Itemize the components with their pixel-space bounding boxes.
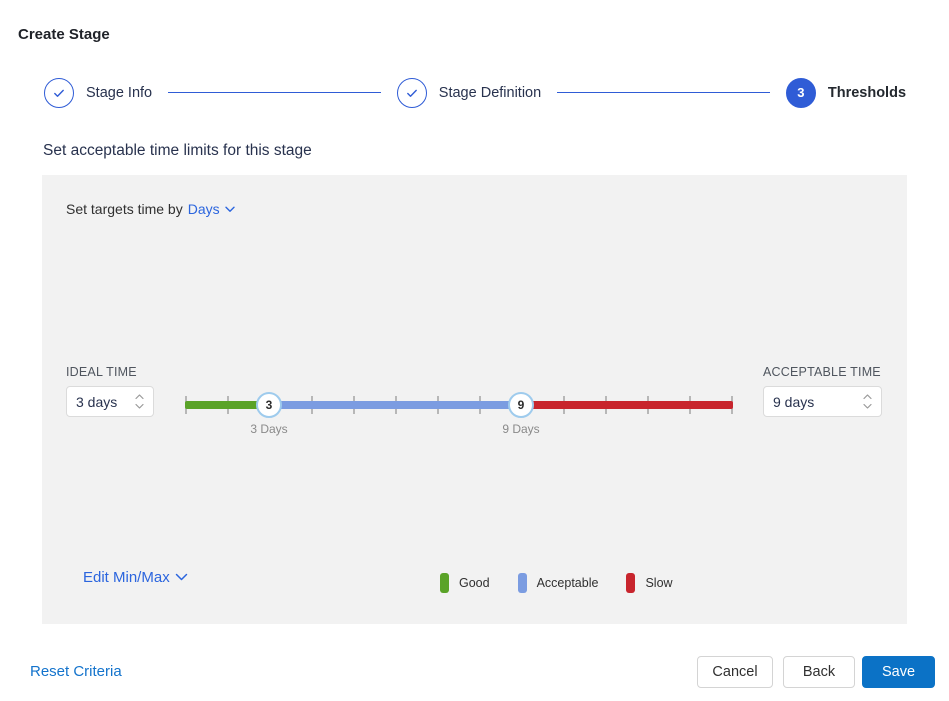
slider-min-label: 3 Days bbox=[250, 422, 288, 436]
slider-max-label: 9 Days bbox=[502, 422, 540, 436]
acceptable-swatch-icon bbox=[517, 573, 527, 593]
legend-label: Good bbox=[459, 576, 490, 590]
chevron-up-icon bbox=[863, 394, 872, 400]
step-thresholds[interactable]: 3 Thresholds bbox=[785, 77, 907, 108]
check-circle-icon bbox=[44, 77, 74, 108]
back-button[interactable]: Back bbox=[783, 656, 855, 688]
slow-swatch-icon bbox=[626, 573, 636, 593]
ideal-time-value: 3 days bbox=[76, 393, 118, 410]
legend-label: Slow bbox=[645, 576, 673, 590]
acceptable-time-input[interactable]: 9 days bbox=[763, 386, 882, 417]
slider-segment-acceptable bbox=[269, 401, 523, 409]
step-label: Stage Definition bbox=[438, 84, 542, 101]
save-button[interactable]: Save bbox=[862, 656, 935, 688]
ideal-time-input[interactable]: 3 days bbox=[66, 386, 154, 417]
slider-segment-good bbox=[185, 401, 271, 409]
page-title: Create Stage bbox=[18, 26, 110, 43]
targets-prefix-label: Set targets time by bbox=[66, 201, 183, 217]
threshold-range-slider: 3 9 3 Days 9 Days bbox=[185, 391, 733, 436]
section-heading: Set acceptable time limits for this stag… bbox=[43, 142, 312, 159]
acceptable-time-value: 9 days bbox=[773, 393, 815, 410]
cancel-button[interactable]: Cancel bbox=[697, 656, 773, 688]
legend-item-slow: Slow bbox=[626, 573, 673, 593]
edit-minmax-label: Edit Min/Max bbox=[83, 569, 170, 586]
slider-max-handle[interactable]: 9 bbox=[508, 392, 534, 418]
legend-item-acceptable: Acceptable bbox=[517, 573, 599, 593]
edit-minmax-toggle[interactable]: Edit Min/Max bbox=[83, 569, 188, 586]
slider-min-handle[interactable]: 3 bbox=[256, 392, 282, 418]
ideal-time-stepper[interactable] bbox=[135, 394, 144, 409]
thresholds-panel: Set targets time by Days IDEAL TIME 3 da… bbox=[42, 175, 907, 624]
slider-legend: Good Acceptable Slow bbox=[440, 573, 673, 593]
chevron-down-icon bbox=[863, 403, 872, 409]
time-unit-value: Days bbox=[187, 201, 220, 217]
wizard-stepper: Stage Info Stage Definition 3 Thresholds bbox=[44, 77, 906, 108]
reset-criteria-link[interactable]: Reset Criteria bbox=[30, 663, 122, 680]
slider-segment-slow bbox=[521, 401, 733, 409]
step-stage-info[interactable]: Stage Info bbox=[44, 77, 153, 108]
checkmark-icon bbox=[406, 89, 417, 97]
checkmark-icon bbox=[54, 89, 64, 97]
step-label: Stage Info bbox=[86, 84, 153, 101]
ideal-time-label: IDEAL TIME bbox=[66, 365, 137, 379]
chevron-up-icon bbox=[135, 394, 144, 400]
legend-label: Acceptable bbox=[536, 576, 599, 590]
step-stage-definition[interactable]: Stage Definition bbox=[396, 77, 542, 108]
acceptable-time-stepper[interactable] bbox=[863, 394, 872, 409]
time-unit-dropdown[interactable]: Days bbox=[188, 201, 235, 217]
stepper-connector bbox=[557, 92, 770, 93]
step-label: Thresholds bbox=[827, 84, 907, 101]
good-swatch-icon bbox=[440, 573, 449, 593]
legend-item-good: Good bbox=[440, 573, 490, 593]
chevron-down-icon bbox=[135, 403, 144, 409]
check-circle-icon bbox=[396, 77, 427, 108]
stepper-connector bbox=[168, 92, 381, 93]
chevron-down-icon bbox=[175, 573, 187, 581]
acceptable-time-field: ACCEPTABLE TIME 9 days bbox=[763, 365, 882, 417]
step-number-badge: 3 bbox=[785, 77, 816, 108]
targets-row: Set targets time by Days bbox=[66, 201, 235, 217]
chevron-down-icon bbox=[224, 206, 235, 212]
acceptable-time-label: ACCEPTABLE TIME bbox=[763, 365, 881, 379]
ideal-time-field: IDEAL TIME 3 days bbox=[66, 365, 154, 417]
